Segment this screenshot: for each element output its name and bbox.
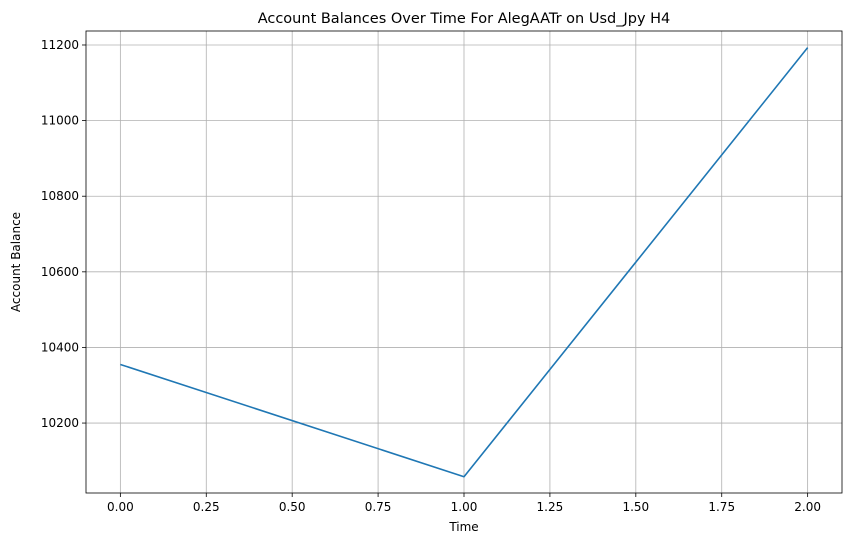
chart-title: Account Balances Over Time For AlegAATr … (258, 11, 671, 27)
x-tick-label: 1.00 (451, 500, 478, 514)
y-tick-label: 10200 (41, 416, 79, 430)
x-tick-label: 0.25 (193, 500, 220, 514)
x-axis-title: Time (448, 520, 478, 534)
x-tick-label: 0.75 (365, 500, 392, 514)
y-tick-label: 10800 (41, 189, 79, 203)
y-axis-title: Account Balance (9, 212, 23, 312)
x-tick-label: 0.50 (279, 500, 306, 514)
y-tick-label: 10400 (41, 340, 79, 354)
x-tick-label: 0.00 (107, 500, 134, 514)
x-tick-label: 1.75 (708, 500, 735, 514)
x-tick-label: 1.50 (622, 500, 649, 514)
y-tick-label: 10600 (41, 265, 79, 279)
y-tick-label: 11200 (41, 38, 79, 52)
x-tick-label: 1.25 (537, 500, 564, 514)
x-tick-label: 2.00 (794, 500, 821, 514)
y-tick-label: 11000 (41, 114, 79, 128)
